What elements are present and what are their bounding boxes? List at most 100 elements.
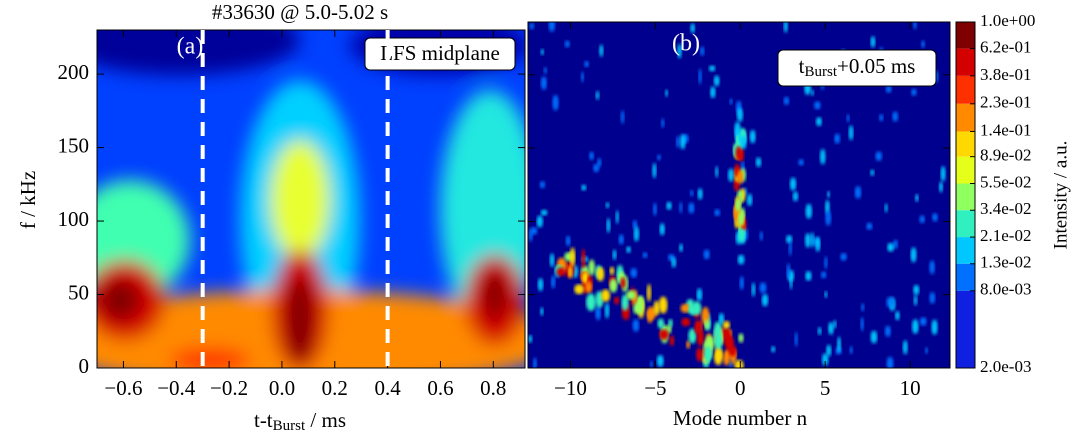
colorbar-tick-label: 1.4e-01 <box>980 120 1031 139</box>
speckle <box>620 110 625 124</box>
speckle <box>556 267 566 277</box>
speckle <box>913 294 918 306</box>
speckle <box>783 22 788 33</box>
speckle <box>697 188 703 200</box>
annotation-box <box>364 37 516 71</box>
x-label-part: t-t <box>254 408 273 432</box>
speckle <box>817 327 822 336</box>
speckle <box>580 71 585 83</box>
speckle <box>550 275 556 289</box>
speckle <box>595 90 600 101</box>
speckle <box>633 303 641 315</box>
speckle <box>805 270 812 281</box>
speckle <box>626 290 636 300</box>
speckle <box>714 209 721 217</box>
speckle <box>532 357 537 368</box>
colorbar-tick-label: 2.1e-02 <box>980 226 1031 245</box>
speckle <box>885 85 892 93</box>
y-axis-label: f / kHz <box>16 171 40 229</box>
speckle <box>633 226 640 242</box>
speckle <box>713 321 722 338</box>
speckle <box>581 248 586 269</box>
colorbar-band <box>956 22 975 49</box>
colorbar-tick-label: 3.4e-02 <box>980 199 1031 218</box>
colorbar-tick-label: 6.2e-01 <box>980 38 1031 57</box>
speckle <box>737 254 745 265</box>
speckle <box>822 353 829 366</box>
speckle <box>889 296 894 309</box>
speckle <box>738 147 745 162</box>
x-tick-label: 0.8 <box>480 376 506 400</box>
speckle <box>596 266 605 282</box>
speckle <box>792 191 799 202</box>
speckle <box>710 86 716 99</box>
x-tick-label: 0.0 <box>269 376 295 400</box>
speckle <box>854 185 862 199</box>
speckle <box>630 267 638 278</box>
speckle <box>679 134 686 150</box>
speckle <box>649 360 654 368</box>
speckle <box>786 263 791 279</box>
speckle <box>824 290 828 299</box>
speckle <box>875 151 883 162</box>
speckle <box>680 303 691 313</box>
speckle <box>653 300 660 316</box>
speckle <box>805 233 811 248</box>
annotation-part: +0.05 ms <box>837 54 915 78</box>
speckle <box>714 333 723 351</box>
colorbar-band <box>956 290 975 368</box>
speckle <box>921 40 926 49</box>
speckle <box>584 60 589 68</box>
speckle <box>840 252 847 261</box>
speckle <box>585 281 592 294</box>
x-tick-label: 0.2 <box>322 376 348 400</box>
speckle <box>540 76 547 90</box>
speckle <box>537 277 544 292</box>
speckle <box>681 317 691 327</box>
speckle <box>700 46 705 57</box>
colorbar-band <box>956 263 975 291</box>
speckle <box>912 319 919 334</box>
panel-label: (b) <box>672 31 700 57</box>
annotation-part: t <box>799 54 805 78</box>
y-tick-label: 100 <box>58 207 90 231</box>
speckle <box>798 159 804 166</box>
speckle <box>911 88 917 96</box>
plot-frame <box>96 29 526 369</box>
speckle <box>688 304 698 316</box>
speckle <box>708 65 716 72</box>
x-tick-label: 0.6 <box>427 376 453 400</box>
speckle <box>919 215 925 224</box>
x-axis-label: t-tBurst / ms <box>254 408 346 435</box>
speckle <box>735 197 742 212</box>
speckle <box>789 275 793 290</box>
speckle <box>574 284 585 295</box>
colorbar-band <box>956 210 975 238</box>
speckle <box>738 228 745 243</box>
x-tick-label: −0.6 <box>104 376 142 400</box>
speckle <box>902 340 908 355</box>
speckle <box>568 265 573 279</box>
speckle <box>910 247 917 263</box>
speckle <box>659 223 665 236</box>
speckle <box>759 282 767 294</box>
speckle <box>690 189 694 197</box>
speckle <box>621 294 629 311</box>
speckle <box>826 190 831 198</box>
speckle <box>529 22 535 30</box>
speckle <box>820 148 826 165</box>
speckle <box>552 94 559 111</box>
speckle <box>815 236 821 252</box>
speckle <box>588 259 595 276</box>
speckle <box>612 249 617 261</box>
speckle <box>814 101 821 110</box>
speckle <box>722 320 730 330</box>
speckle <box>626 246 631 253</box>
speckle <box>703 346 712 363</box>
speckle <box>929 260 935 275</box>
speckle <box>860 317 864 332</box>
speckle <box>728 345 737 357</box>
speckle <box>734 359 744 368</box>
y-tick-label: 150 <box>58 133 90 157</box>
speckle <box>820 271 827 279</box>
